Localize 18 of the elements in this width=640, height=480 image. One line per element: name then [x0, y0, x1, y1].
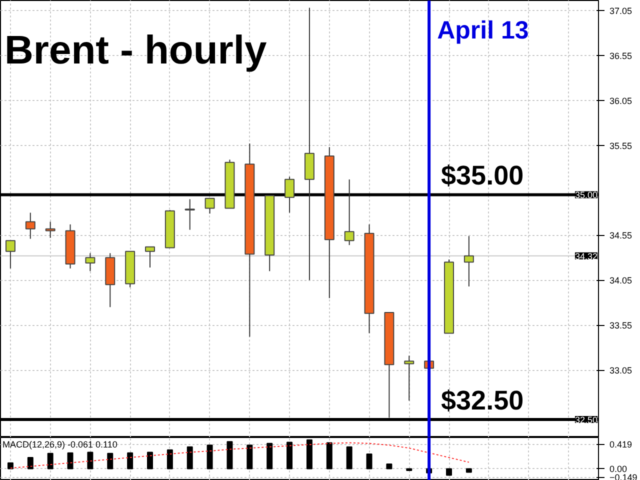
ref-line-label: 34.32 [574, 251, 598, 262]
annotation: April 13 [437, 16, 529, 44]
y-tick-label: 0.419 [610, 440, 632, 450]
y-tick-label: 35.55 [610, 140, 632, 151]
ref-line-label: 35.00 [574, 190, 598, 200]
y-tick-label: 33.55 [610, 320, 632, 331]
chart-title: MACD(12,26,9) -0.061 0.110 [2, 440, 118, 450]
ref-line-label: 32.50 [574, 415, 598, 426]
y-tick-label: 34.55 [610, 230, 632, 241]
y-tick-label: 34.05 [610, 276, 632, 286]
y-tick-label: 36.55 [610, 50, 632, 61]
y-tick-label: 0.00 [610, 464, 628, 474]
y-tick-label: 36.05 [610, 96, 632, 106]
y-tick-label: 37.05 [610, 6, 632, 16]
annotation: $35.00 [441, 160, 524, 191]
text: Brent - hourly [4, 28, 268, 72]
y-tick-label: 33.05 [610, 366, 632, 376]
annotation: $32.50 [441, 386, 524, 416]
